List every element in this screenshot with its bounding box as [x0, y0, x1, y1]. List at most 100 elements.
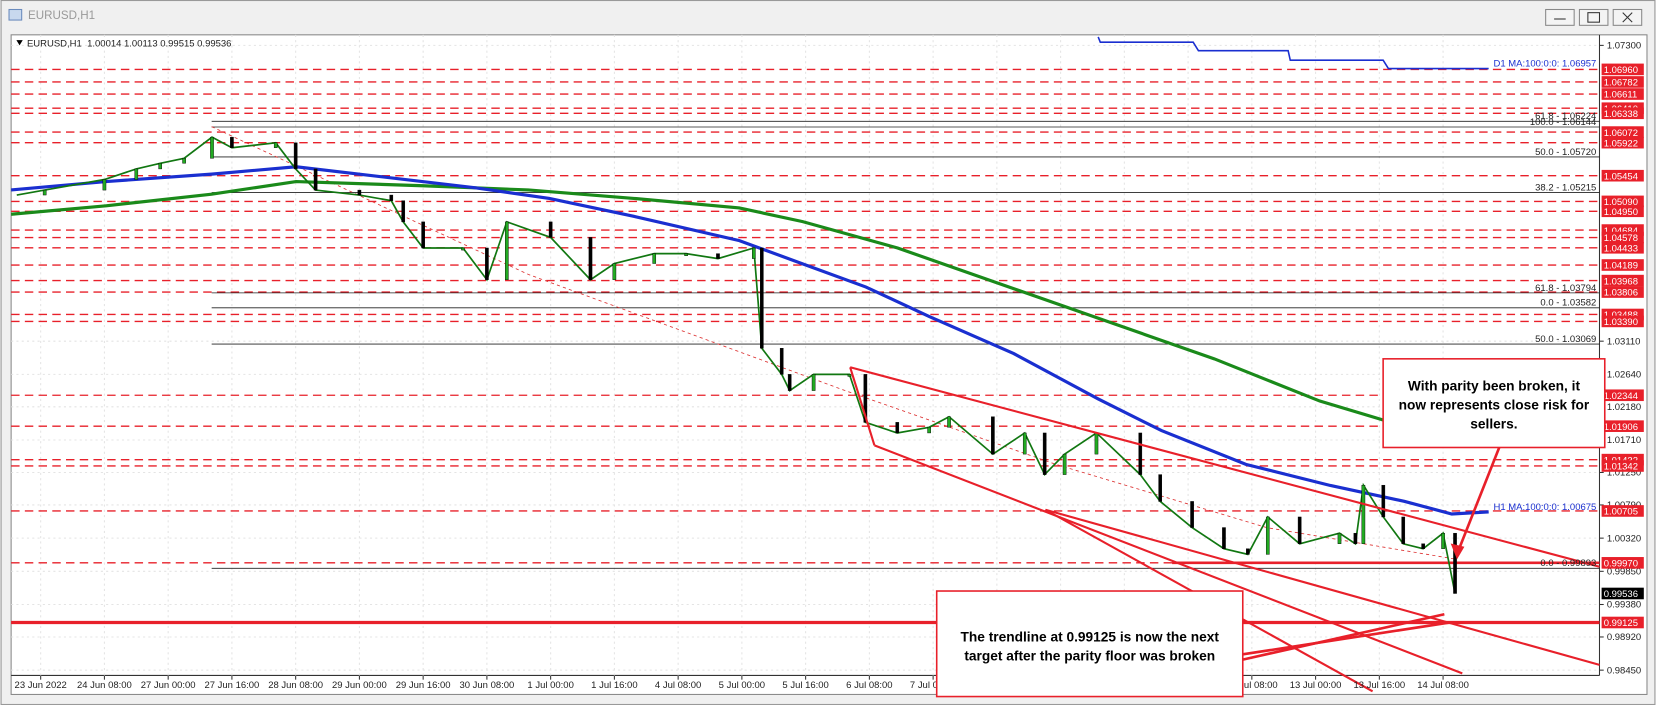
level-tag — [1601, 195, 1644, 208]
candle — [1138, 432, 1143, 475]
candle — [1297, 516, 1302, 544]
candle — [134, 168, 139, 180]
maximize-button[interactable] — [1578, 8, 1609, 26]
level-tag — [1601, 169, 1644, 182]
candle — [1265, 516, 1270, 555]
candle — [947, 416, 951, 428]
price-tick-label: 0.98920 — [1607, 632, 1641, 643]
trendline — [1045, 508, 1600, 666]
level-tag — [1601, 76, 1644, 88]
level-tag — [1601, 224, 1644, 236]
level-tag — [1601, 315, 1644, 328]
arrow-head — [1450, 543, 1465, 560]
time-label: 5 Jul 00:00 — [719, 680, 765, 691]
candle — [787, 374, 792, 391]
time-label: 27 Jun 00:00 — [141, 680, 196, 691]
candle — [847, 374, 852, 377]
time-label: 1 Jul 00:00 — [527, 680, 573, 691]
fib-label: 38.2 - 1.05215 — [1535, 182, 1596, 193]
candle — [1158, 474, 1163, 502]
candle — [401, 200, 406, 223]
price-tick-label: 0.99380 — [1607, 600, 1641, 611]
candle — [1441, 532, 1445, 549]
fib-label: 100.0 - 1.06144 — [1530, 117, 1596, 128]
chart-area — [10, 34, 1648, 695]
time-label: 1 Jul 16:00 — [591, 680, 637, 691]
time-label: 13 Jul 16:00 — [1353, 680, 1405, 691]
level-label: 1.03806 — [1604, 288, 1638, 299]
candle — [1022, 432, 1027, 455]
candle — [779, 348, 784, 375]
candle — [752, 247, 756, 259]
level-tag — [1601, 259, 1644, 271]
candle — [357, 189, 362, 196]
candle — [548, 221, 553, 238]
level-tag — [1601, 557, 1644, 569]
level-label: 1.06782 — [1604, 78, 1638, 89]
candle — [230, 136, 234, 148]
level-label: 1.06072 — [1604, 128, 1638, 139]
window-buttons[interactable] — [1545, 8, 1643, 26]
current-price-label: 0.99536 — [1604, 589, 1638, 600]
level-label: 1.01342 — [1604, 462, 1638, 473]
level-label: 1.04578 — [1604, 233, 1638, 244]
candle — [1361, 484, 1366, 544]
price-tick-label: 0.99850 — [1607, 566, 1641, 577]
price-tick-label: 1.00320 — [1607, 533, 1641, 544]
time-label: 27 Jun 16:00 — [204, 680, 259, 691]
annotation-text: With parity been broken, it — [1408, 378, 1581, 393]
candle — [182, 158, 186, 164]
h1-ma-line — [10, 165, 1489, 516]
time-label: 5 Jul 16:00 — [782, 680, 828, 691]
candle — [1337, 532, 1342, 544]
level-tag — [1601, 63, 1644, 76]
level-tag — [1601, 460, 1644, 472]
candle — [505, 221, 509, 280]
arrow — [1242, 621, 1449, 656]
level-tag — [1601, 136, 1644, 149]
price-tick-label: 1.01710 — [1607, 435, 1641, 446]
time-label: 30 Jun 08:00 — [459, 680, 514, 691]
arrow — [1455, 446, 1501, 555]
price-tick-label: 1.01250 — [1607, 468, 1641, 479]
annotation-1 — [1382, 358, 1606, 560]
candle — [421, 221, 425, 249]
candle — [1401, 516, 1406, 544]
candle — [1381, 484, 1386, 518]
time-label: 13 Jul 00:00 — [1290, 680, 1342, 691]
price-trace — [16, 136, 1457, 594]
price-tick-label: 1.03110 — [1607, 336, 1641, 347]
candle — [1421, 543, 1425, 549]
candle — [652, 253, 657, 264]
fib-label: 50.0 - 1.03069 — [1535, 334, 1596, 345]
candle — [210, 136, 214, 159]
ma-label: D1 MA:100:0:0: 1.06957 — [1493, 58, 1596, 69]
candle — [1094, 432, 1099, 455]
candle — [760, 247, 764, 349]
annotation-2 — [935, 590, 1449, 698]
candle — [1190, 501, 1194, 528]
level-tag — [1601, 505, 1644, 517]
candle — [1042, 432, 1047, 475]
level-label: 1.02344 — [1604, 391, 1638, 402]
candle — [1353, 532, 1358, 544]
candle — [716, 253, 720, 259]
level-label: 1.03390 — [1604, 317, 1638, 328]
time-label: 24 Jun 08:00 — [77, 680, 132, 691]
candle — [485, 247, 489, 280]
level-tag — [1601, 308, 1644, 321]
price-tick-label: 1.02640 — [1607, 370, 1641, 381]
price-line — [16, 136, 1456, 594]
level-label: 1.00705 — [1604, 507, 1638, 518]
candle — [863, 374, 868, 423]
arrow — [1242, 612, 1445, 661]
annotation-texts: With parity been broken, it now represent… — [961, 378, 1590, 663]
annotation-text: The trendline at 0.99125 is now the next — [961, 630, 1220, 645]
channel-top — [849, 366, 1600, 568]
minimize-button[interactable] — [1545, 8, 1575, 26]
level-label: 0.99125 — [1604, 618, 1638, 629]
time-label: 29 Jun 16:00 — [396, 680, 451, 691]
candle — [811, 374, 816, 391]
